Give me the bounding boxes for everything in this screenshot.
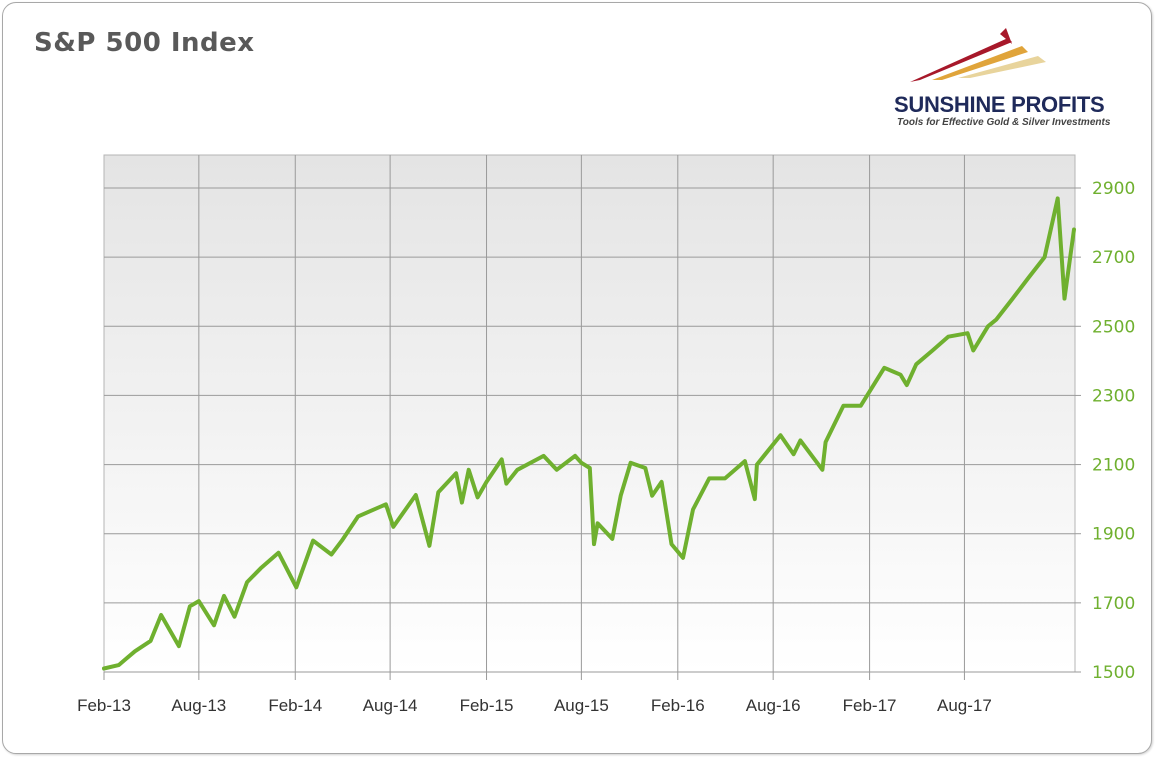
- x-tick-label: Aug-15: [554, 696, 609, 715]
- y-tick-label: 2700: [1092, 248, 1135, 268]
- x-tick-label: Feb-16: [651, 696, 705, 715]
- x-tick-label: Aug-14: [363, 696, 418, 715]
- sp500-line: [102, 196, 1076, 671]
- logo-tagline: Tools for Effective Gold & Silver Invest…: [897, 117, 1111, 128]
- x-axis: Feb-13 Aug-13 Feb-14 Aug-14 Feb-15 Aug-15 Feb-…: [77, 672, 992, 715]
- y-tick-label: 1700: [1092, 594, 1135, 614]
- y-tick-label: 1900: [1092, 525, 1135, 545]
- x-tick-label: Aug-13: [171, 696, 226, 715]
- logo-name: SUNSHINE PROFITS: [894, 92, 1105, 117]
- y-tick-label: 2300: [1092, 386, 1135, 406]
- x-tick-label: Feb-15: [460, 696, 514, 715]
- y-axis: 1500 1700 1900 2100 2300 2500 2700 2900: [1075, 179, 1135, 683]
- sunshine-profits-logo: SUNSHINE PROFITS Tools for Effective Gol…: [880, 20, 1130, 135]
- chart-title: S&P 500 Index: [34, 28, 255, 58]
- x-tick-label: Aug-16: [746, 696, 801, 715]
- x-tick-label: Feb-14: [268, 696, 322, 715]
- plot-area: [103, 154, 1076, 673]
- x-tick-label: Feb-17: [843, 696, 897, 715]
- y-tick-label: 2500: [1092, 317, 1135, 337]
- x-tick-label: Feb-13: [77, 696, 131, 715]
- y-tick-label: 2100: [1092, 456, 1135, 476]
- x-tick-label: Aug-17: [937, 696, 992, 715]
- swoosh-logo-icon: [910, 28, 1046, 82]
- y-tick-label: 1500: [1092, 663, 1135, 683]
- y-tick-label: 2900: [1092, 179, 1135, 199]
